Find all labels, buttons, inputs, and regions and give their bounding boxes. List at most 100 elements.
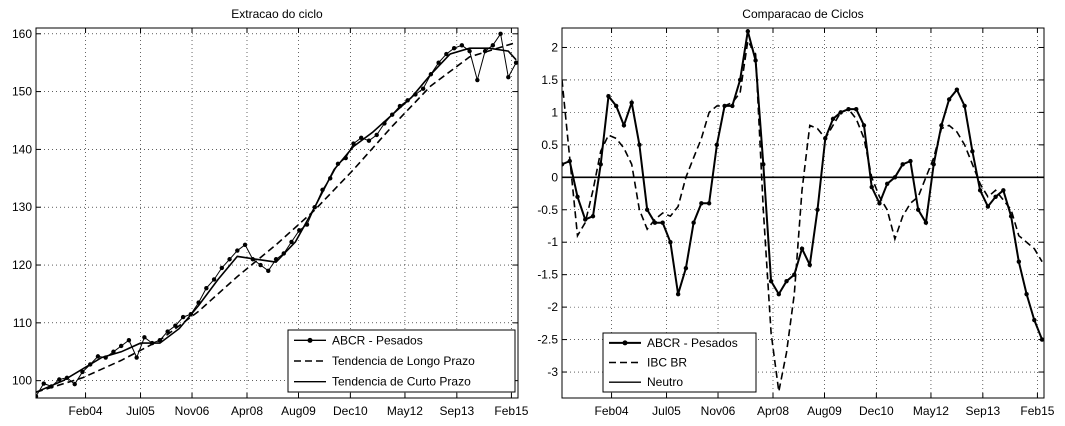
x-tick-label: Sep13 [439, 404, 474, 418]
data-point [644, 207, 650, 212]
data-point [877, 201, 882, 206]
data-point [459, 43, 465, 48]
data-point [815, 207, 820, 212]
data-point [683, 265, 689, 271]
y-tick-label: -2.5 [537, 333, 558, 347]
x-tick-label: Feb04 [69, 404, 103, 418]
data-point [1001, 188, 1006, 193]
data-point [374, 132, 379, 138]
y-tick-label: 1 [551, 105, 558, 119]
data-point [80, 369, 85, 375]
y-tick-label: 0 [551, 170, 558, 184]
data-point [807, 262, 812, 268]
legend-label: ABCR - Pesados [647, 336, 738, 350]
legend-marker [622, 340, 628, 346]
series-group [36, 31, 518, 398]
data-point [614, 103, 619, 109]
data-point [590, 214, 596, 219]
legend: ABCR - Pesados IBC BR Neutro [602, 332, 757, 393]
data-point [498, 31, 503, 36]
data-point [885, 181, 890, 186]
data-point [513, 60, 518, 65]
data-point [1016, 259, 1022, 264]
data-point [134, 355, 139, 360]
data-point [57, 377, 62, 382]
x-tick-label: May12 [913, 404, 949, 418]
data-point [691, 220, 696, 225]
y-tick-label: -2 [547, 300, 558, 314]
x-tick-label: Feb15 [494, 404, 528, 418]
data-point [637, 142, 642, 148]
data-point [923, 220, 929, 225]
data-point [621, 123, 627, 128]
data-point [227, 257, 232, 262]
data-point [598, 162, 603, 167]
x-tick-label: Apr08 [757, 404, 789, 418]
x-tick-label: Feb04 [595, 404, 629, 418]
x-tick-label: Feb15 [1020, 404, 1054, 418]
x-tick-label: Jul05 [652, 404, 681, 418]
x-tick-label: Dec10 [333, 404, 368, 418]
data-point [753, 58, 758, 63]
data-point [761, 162, 766, 167]
y-tick-label: -1 [547, 235, 558, 249]
data-point [41, 381, 46, 386]
series-group [562, 29, 1044, 392]
data-point [118, 343, 124, 349]
data-point [861, 123, 867, 128]
data-point [242, 242, 248, 247]
data-point [211, 277, 217, 282]
legend-label: ABCR - Pesados [332, 333, 423, 347]
data-point [962, 103, 967, 109]
data-point [490, 43, 496, 48]
y-tick-label: -0.5 [537, 203, 558, 217]
grid [562, 28, 1044, 398]
data-point [977, 188, 983, 193]
data-point [993, 194, 998, 199]
data-point [714, 142, 720, 148]
data-point [970, 149, 975, 154]
chart-title: Extracao do ciclo [231, 7, 323, 21]
data-point [95, 354, 101, 359]
data-point [235, 248, 240, 253]
y-tick-label: 160 [12, 27, 32, 41]
x-tick-label: Nov06 [175, 404, 210, 418]
data-point [289, 239, 294, 245]
y-tick-label: 150 [12, 85, 32, 99]
grid [36, 28, 518, 398]
data-point [111, 349, 116, 354]
x-tick-label: Nov06 [701, 404, 736, 418]
y-tick-label: 140 [12, 142, 32, 156]
y-tick-label: 2 [551, 40, 558, 54]
data-point [699, 201, 704, 206]
data-point [745, 29, 751, 34]
axes-frame [35, 27, 519, 399]
series-line-2 [562, 38, 1043, 392]
y-tick-label: 0.5 [541, 138, 558, 152]
y-tick-label: -1.5 [537, 268, 558, 282]
tick-labels: Feb04 Jul05 Nov06 Apr08 Aug09 Dec10 May12 Sep13… [12, 27, 529, 418]
data-point [562, 162, 565, 167]
data-point [668, 240, 673, 245]
data-point [180, 314, 186, 320]
data-point [908, 158, 913, 164]
data-point [436, 60, 441, 65]
data-point [204, 285, 209, 291]
data-point [1032, 317, 1037, 323]
data-point [575, 194, 580, 199]
data-point [730, 103, 735, 109]
data-point [900, 162, 905, 167]
data-point [854, 106, 859, 112]
data-point [939, 123, 944, 128]
data-point [444, 51, 449, 57]
x-tick-label: Jul05 [126, 404, 155, 418]
data-point [660, 220, 665, 225]
data-point [768, 278, 774, 284]
legend: ABCR - Pesados Tendencia de Longo Prazo Te… [287, 329, 516, 393]
y-tick-label: -3 [547, 365, 558, 379]
series-line-3 [36, 47, 517, 393]
data-point [366, 138, 372, 143]
y-tick-label: 1.5 [541, 73, 558, 87]
data-point [784, 278, 789, 284]
